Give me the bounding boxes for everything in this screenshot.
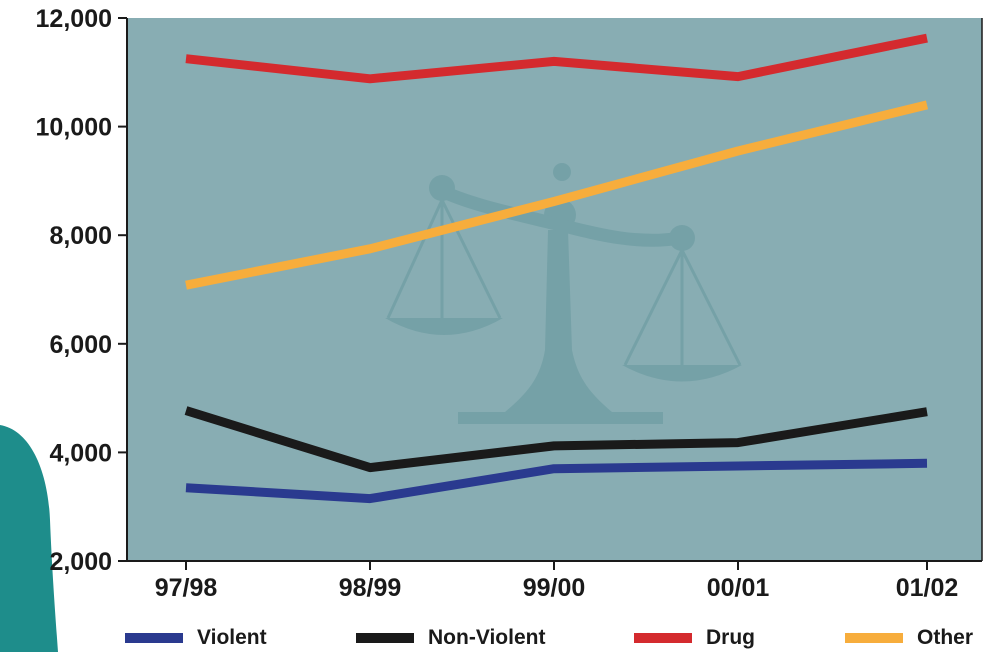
legend-swatch: [356, 633, 414, 643]
scales-of-justice-watermark: [385, 163, 742, 424]
y-tick-label: 4,000: [49, 439, 112, 467]
y-tick-label: 12,000: [36, 5, 112, 33]
y-tick-label: 8,000: [49, 222, 112, 250]
legend-label: Other: [917, 626, 974, 649]
series-line-other: [185, 100, 929, 290]
x-tick-label: 00/01: [707, 574, 770, 602]
legend-swatch: [634, 633, 692, 643]
legend-item: Non-Violent: [356, 624, 545, 652]
legend: Violent Non-Violent Drug Other: [0, 620, 993, 652]
y-tick-label: 10,000: [36, 114, 112, 142]
legend-item: Drug: [634, 624, 755, 652]
series-line-drug: [185, 33, 928, 84]
legend-label: Non-Violent: [428, 626, 546, 649]
x-tick-label: 97/98: [155, 574, 218, 602]
y-tick-label: 6,000: [49, 331, 112, 359]
x-tick-label: 99/00: [523, 574, 586, 602]
legend-label: Drug: [706, 626, 755, 649]
series-line-non-violent: [184, 406, 928, 473]
legend-item: Other: [845, 624, 973, 652]
legend-swatch: [845, 633, 903, 643]
legend-label: Violent: [197, 626, 267, 649]
y-tick-label: 2,000: [49, 548, 112, 576]
legend-item: Violent: [125, 624, 267, 652]
series-line-violent: [185, 458, 928, 504]
x-tick-label: 98/99: [339, 574, 402, 602]
x-tick-label: 01/02: [896, 574, 959, 602]
legend-swatch: [125, 633, 183, 643]
teal-figure-decoration: [0, 425, 58, 652]
